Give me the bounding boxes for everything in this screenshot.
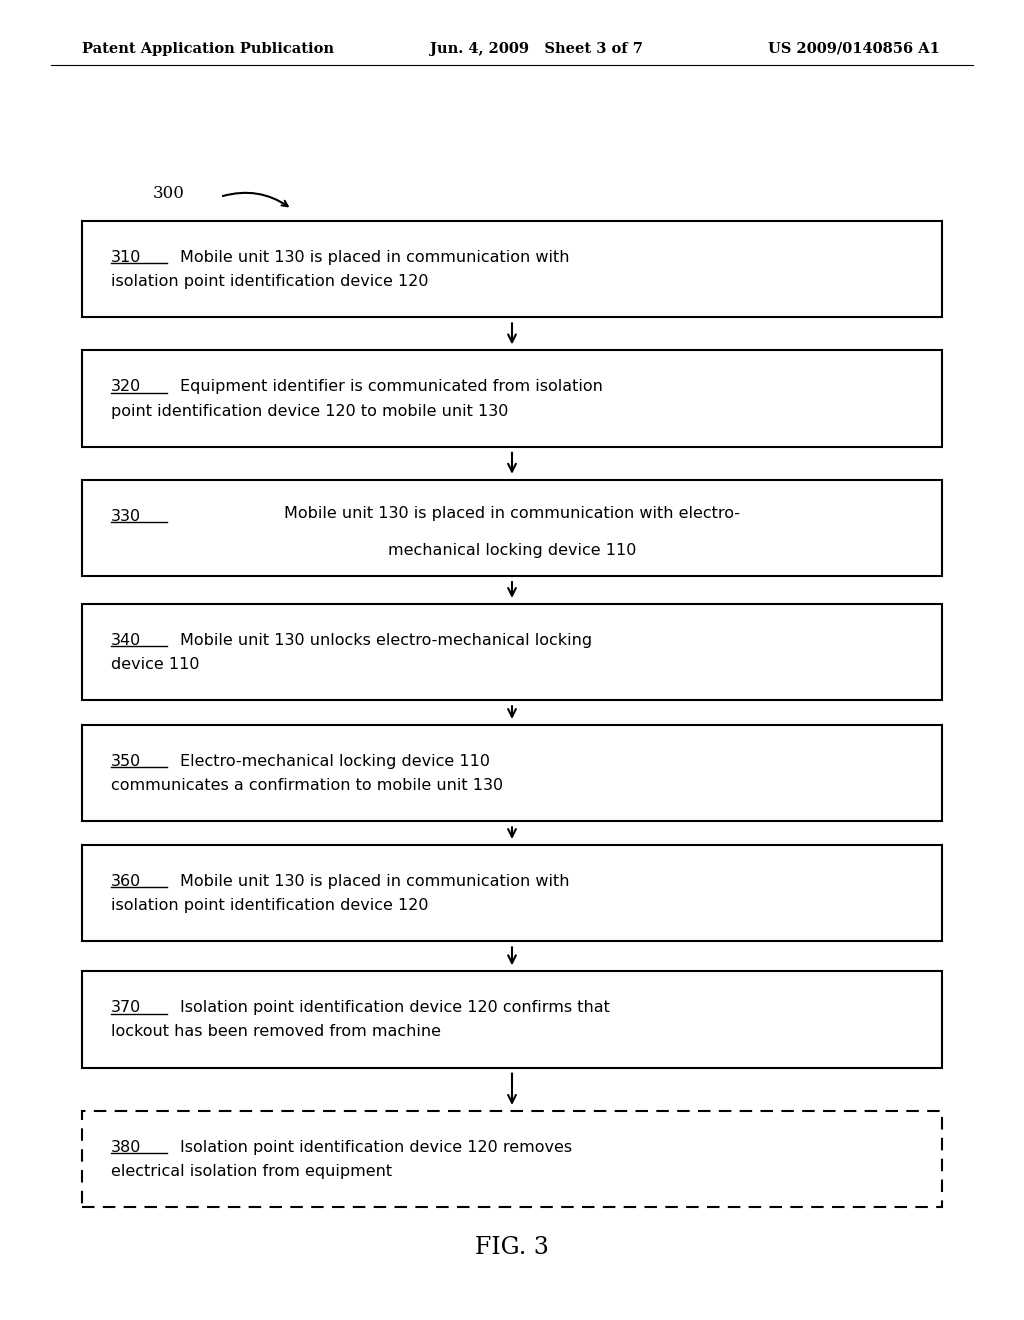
Text: 320: 320 bbox=[111, 379, 141, 395]
Text: communicates a confirmation to mobile unit 130: communicates a confirmation to mobile un… bbox=[111, 777, 503, 793]
Bar bbox=[82, 1111, 942, 1208]
Text: 360: 360 bbox=[111, 874, 141, 888]
Bar bbox=[82, 725, 942, 821]
Text: US 2009/0140856 A1: US 2009/0140856 A1 bbox=[768, 42, 940, 55]
Text: lockout has been removed from machine: lockout has been removed from machine bbox=[111, 1024, 440, 1039]
Text: Electro-mechanical locking device 110: Electro-mechanical locking device 110 bbox=[180, 754, 489, 768]
Text: Patent Application Publication: Patent Application Publication bbox=[82, 42, 334, 55]
Text: electrical isolation from equipment: electrical isolation from equipment bbox=[111, 1164, 392, 1179]
Text: device 110: device 110 bbox=[111, 657, 199, 672]
Bar bbox=[82, 972, 942, 1068]
Text: isolation point identification device 120: isolation point identification device 12… bbox=[111, 898, 428, 913]
Text: 300: 300 bbox=[153, 185, 185, 202]
Text: 310: 310 bbox=[111, 249, 141, 265]
Text: point identification device 120 to mobile unit 130: point identification device 120 to mobil… bbox=[111, 404, 508, 418]
Text: 330: 330 bbox=[111, 508, 140, 524]
Bar bbox=[82, 845, 942, 941]
Text: 340: 340 bbox=[111, 632, 141, 648]
Text: Jun. 4, 2009   Sheet 3 of 7: Jun. 4, 2009 Sheet 3 of 7 bbox=[430, 42, 643, 55]
Text: Isolation point identification device 120 removes: Isolation point identification device 12… bbox=[180, 1140, 571, 1155]
Text: Mobile unit 130 is placed in communication with: Mobile unit 130 is placed in communicati… bbox=[180, 249, 569, 265]
Text: 370: 370 bbox=[111, 1001, 141, 1015]
Text: Equipment identifier is communicated from isolation: Equipment identifier is communicated fro… bbox=[180, 379, 602, 395]
Text: 380: 380 bbox=[111, 1140, 141, 1155]
Bar bbox=[82, 350, 942, 446]
Text: isolation point identification device 120: isolation point identification device 12… bbox=[111, 275, 428, 289]
Text: mechanical locking device 110: mechanical locking device 110 bbox=[388, 543, 636, 558]
Bar bbox=[82, 220, 942, 317]
Bar bbox=[82, 479, 942, 576]
Text: Mobile unit 130 is placed in communication with: Mobile unit 130 is placed in communicati… bbox=[180, 874, 569, 888]
Text: Mobile unit 130 is placed in communication with electro-: Mobile unit 130 is placed in communicati… bbox=[284, 506, 740, 521]
Bar bbox=[82, 605, 942, 700]
Text: Mobile unit 130 unlocks electro-mechanical locking: Mobile unit 130 unlocks electro-mechanic… bbox=[180, 632, 592, 648]
Text: Isolation point identification device 120 confirms that: Isolation point identification device 12… bbox=[180, 1001, 609, 1015]
Text: 350: 350 bbox=[111, 754, 141, 768]
Text: FIG. 3: FIG. 3 bbox=[475, 1236, 549, 1258]
